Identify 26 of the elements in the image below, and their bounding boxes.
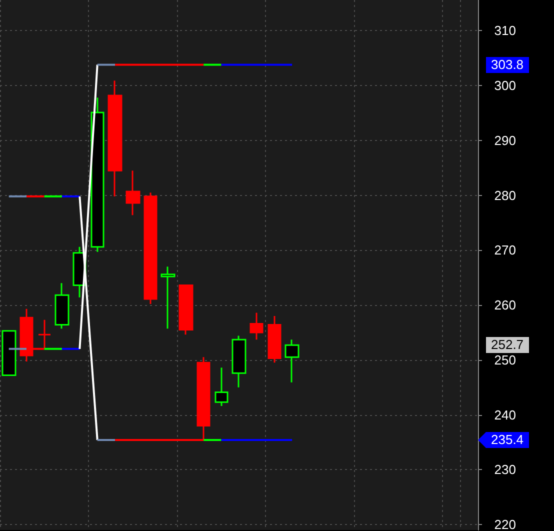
candlestick [232,335,246,388]
candlestick [250,312,264,340]
candlestick [144,192,158,305]
candlestick [178,284,194,336]
y-tick-label: 270 [494,242,516,258]
y-tick-label: 290 [494,132,516,148]
candlestick [160,266,176,330]
text: 235.4 [486,432,529,448]
candlestick [90,96,104,253]
y-tick-label: 230 [494,462,516,478]
y-tick-label: 260 [494,298,516,313]
y-tick-label: 250 [494,352,516,368]
candlestick [2,330,16,376]
candlestick [284,338,300,384]
candlestick [268,315,282,364]
candlestick [54,282,70,330]
y-tick-label: 220 [494,517,516,531]
candlestick [214,366,228,407]
y-tick-label: 240 [494,407,516,422]
text: 303.8 [486,56,529,73]
candlestick [126,170,140,216]
text: 252.7 [486,337,529,354]
y-tick-label: 280 [494,188,516,203]
y-tick-label: 300 [494,78,516,94]
y-tick-label: 310 [494,23,516,38]
candlestick [108,80,122,198]
